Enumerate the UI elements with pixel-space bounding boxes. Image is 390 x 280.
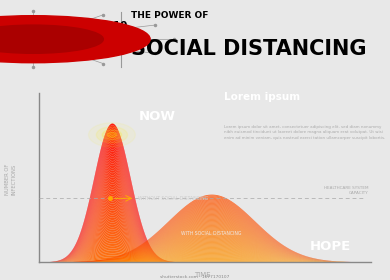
Circle shape [0, 25, 103, 53]
Text: Lorem ipsum dolor sit amet, consectetuer adipiscing elit, sed diam nonummy
nibh : Lorem ipsum dolor sit amet, consectetuer… [224, 125, 386, 140]
Text: THE POWER OF: THE POWER OF [131, 11, 208, 20]
Circle shape [96, 127, 128, 143]
Circle shape [107, 132, 117, 137]
Text: HOPE: HOPE [309, 240, 351, 253]
Text: CoronaVirus: CoronaVirus [72, 46, 110, 51]
Text: NUMBER OF
INFECTIONS: NUMBER OF INFECTIONS [5, 164, 17, 195]
Circle shape [89, 123, 135, 147]
Text: WITH SOCIAL DISTANCING: WITH SOCIAL DISTANCING [181, 230, 242, 235]
Text: NOW: NOW [138, 110, 176, 123]
Text: SOCIAL DISTANCING: SOCIAL DISTANCING [131, 39, 366, 59]
Text: COVID-19: COVID-19 [72, 21, 128, 31]
Text: TIME: TIME [195, 272, 211, 278]
Text: shutterstock.com · 1677170107: shutterstock.com · 1677170107 [160, 275, 230, 279]
Circle shape [0, 16, 150, 63]
Text: WITHOUT SOCIAL DISTANCING: WITHOUT SOCIAL DISTANCING [138, 196, 209, 201]
Text: HEALTHCARE SYSTEM
CAPACITY: HEALTHCARE SYSTEM CAPACITY [324, 186, 369, 195]
Circle shape [102, 130, 122, 140]
Text: Lorem ipsum: Lorem ipsum [224, 92, 300, 102]
